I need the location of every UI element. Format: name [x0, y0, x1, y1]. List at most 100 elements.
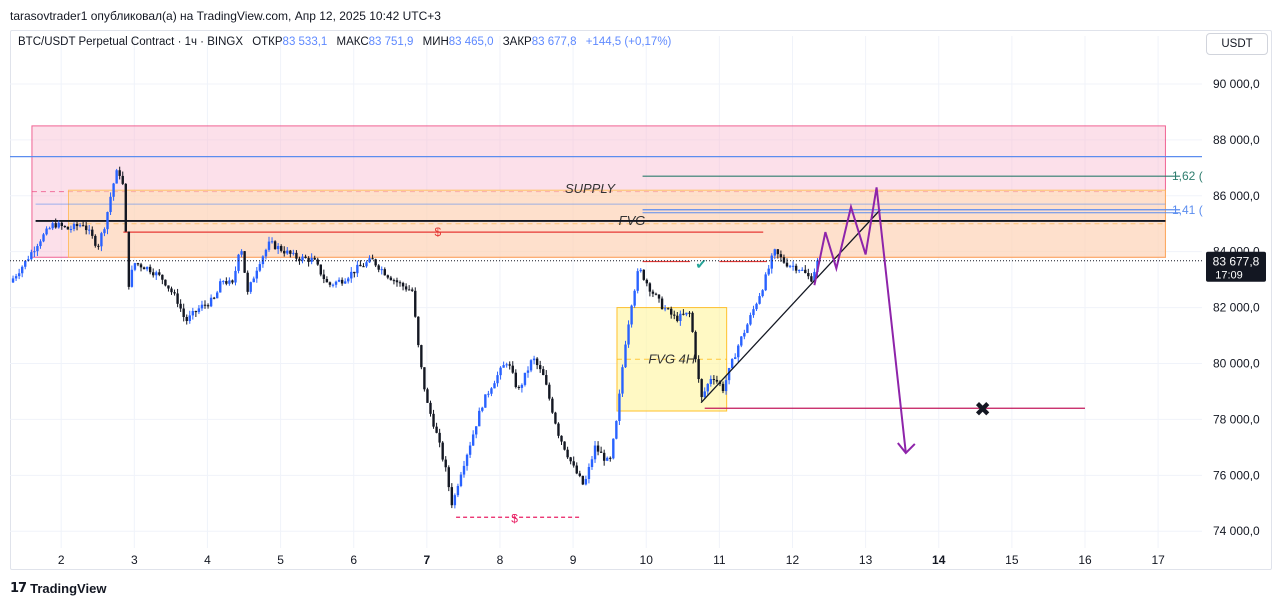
- candle: [209, 297, 213, 307]
- candle: [450, 487, 454, 506]
- candle: [538, 365, 542, 370]
- candle: [499, 367, 502, 376]
- candle: [542, 369, 545, 376]
- candle: [703, 391, 706, 398]
- candle: [246, 272, 249, 292]
- candle: [447, 467, 450, 488]
- candle: [350, 271, 353, 279]
- candle: [721, 383, 725, 392]
- candle: [554, 412, 557, 424]
- candle: [371, 258, 374, 260]
- liquidity-marker-bottom: $: [511, 511, 518, 525]
- candle: [523, 372, 527, 385]
- candle: [682, 313, 685, 315]
- candle: [569, 457, 572, 462]
- candle: [386, 275, 390, 278]
- candle: [633, 290, 636, 306]
- candle: [234, 270, 237, 283]
- candle: [730, 359, 734, 369]
- candle: [292, 252, 295, 254]
- candle: [219, 281, 222, 293]
- candle: [91, 229, 94, 236]
- candle: [307, 258, 310, 262]
- high-value: 83 751,9: [368, 36, 414, 48]
- candle: [283, 250, 286, 254]
- x-tick-label: 15: [1005, 553, 1019, 567]
- candle: [679, 313, 682, 321]
- candle: [700, 379, 703, 398]
- candle: [289, 250, 292, 254]
- candle: [362, 266, 365, 268]
- candle: [694, 331, 697, 360]
- candle: [316, 259, 319, 265]
- candle: [48, 228, 51, 230]
- candle: [286, 250, 289, 254]
- candle: [666, 308, 670, 310]
- candle: [520, 384, 524, 388]
- candle: [797, 270, 801, 272]
- candle: [715, 379, 719, 382]
- candle: [365, 262, 368, 267]
- candle: [746, 324, 749, 333]
- x-tick-label: 12: [786, 553, 800, 567]
- candle: [57, 222, 60, 228]
- candle: [438, 432, 441, 443]
- candle: [737, 345, 740, 358]
- candle: [164, 279, 167, 286]
- candle: [401, 283, 405, 287]
- candle: [45, 228, 48, 235]
- candle: [773, 249, 777, 256]
- candle: [54, 223, 57, 228]
- candle: [368, 258, 371, 263]
- candle: [529, 360, 533, 371]
- candle: [670, 308, 673, 315]
- candle: [124, 183, 127, 232]
- candle: [17, 273, 21, 277]
- projection-arrowhead: [897, 442, 916, 455]
- candle: [161, 274, 164, 280]
- candle: [136, 263, 140, 265]
- fib-level-label: 1,41 (: [1172, 203, 1203, 217]
- candle: [487, 393, 490, 395]
- footer-brand[interactable]: 𝟭𝟳 TradingView: [10, 581, 106, 596]
- chart-panel[interactable]: [10, 30, 1272, 570]
- candle: [535, 358, 539, 366]
- candle: [630, 305, 633, 325]
- candle: [133, 263, 137, 270]
- candle: [484, 394, 487, 408]
- candle: [648, 283, 652, 292]
- candle: [584, 478, 588, 485]
- candle: [758, 296, 761, 304]
- candle: [66, 226, 70, 230]
- candle: [295, 252, 298, 259]
- candle: [212, 297, 216, 299]
- x-tick-label: 9: [570, 553, 577, 567]
- projection-path: [813, 187, 907, 454]
- candle: [807, 273, 810, 277]
- candle: [609, 457, 612, 459]
- candle: [578, 473, 581, 476]
- candle: [176, 293, 179, 304]
- candle: [593, 445, 597, 460]
- x-tick-label: 8: [497, 553, 504, 567]
- candle: [459, 474, 463, 486]
- candle: [645, 279, 649, 284]
- candle: [502, 365, 505, 368]
- y-tick-label: 90 000,0: [1213, 77, 1260, 91]
- fib-level-label: 1,62 (: [1172, 169, 1203, 183]
- candle: [453, 495, 457, 506]
- candle: [606, 457, 609, 461]
- high-label: МАКС: [336, 36, 369, 48]
- candle: [389, 277, 393, 281]
- candle: [615, 420, 618, 439]
- candle: [636, 271, 639, 291]
- candle: [139, 264, 143, 268]
- candle: [752, 309, 755, 316]
- candle: [118, 170, 121, 176]
- chart-legend: BTC/USDT Perpetual Contract · 1ч · BINGX…: [18, 36, 671, 48]
- x-tick-label: 11: [713, 553, 726, 567]
- currency-button[interactable]: USDT: [1206, 33, 1268, 55]
- candle: [404, 286, 408, 290]
- candle: [155, 272, 158, 276]
